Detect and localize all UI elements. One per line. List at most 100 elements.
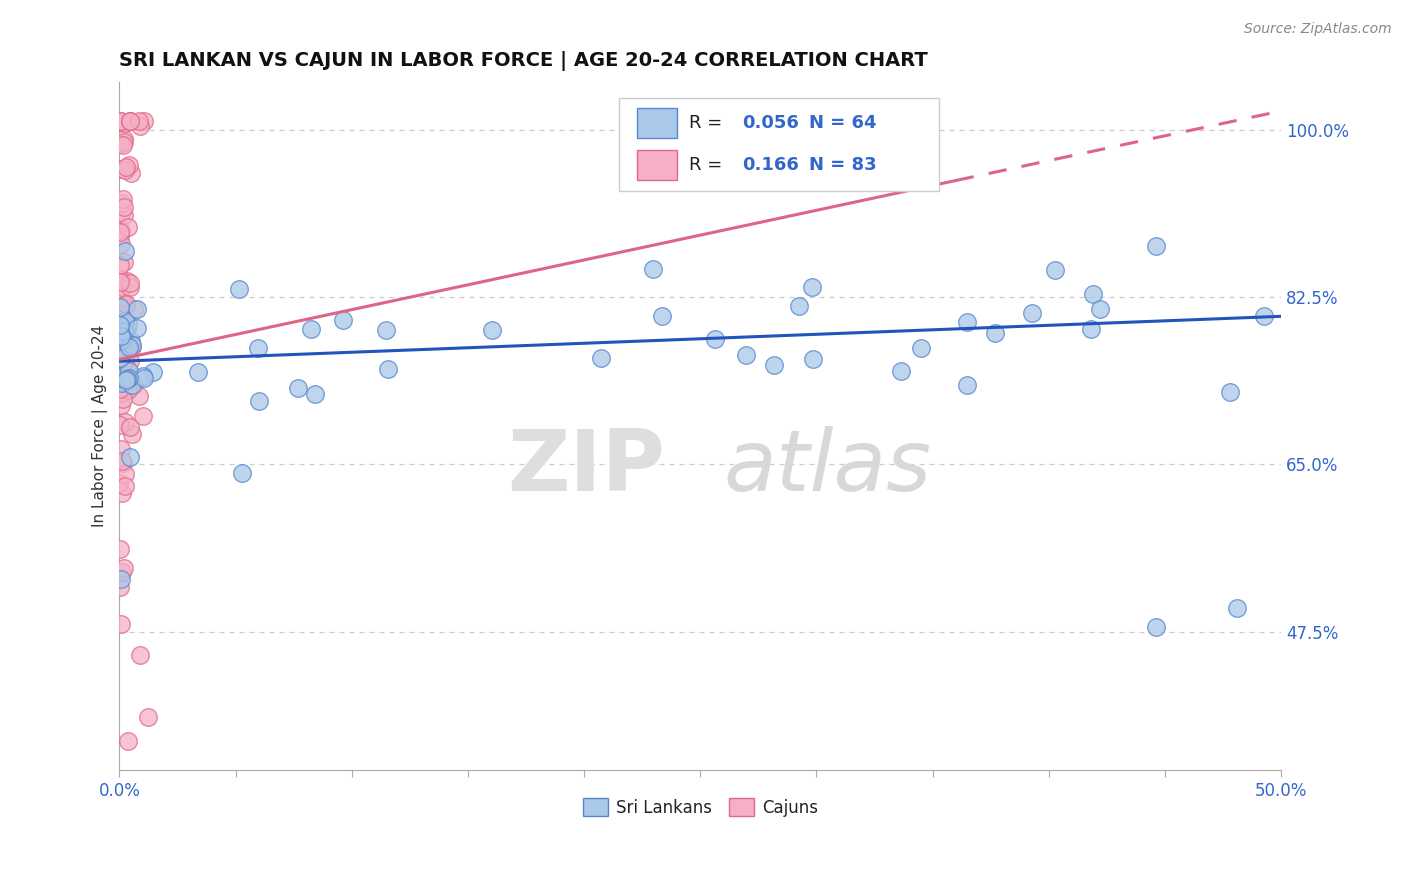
- Point: [118, 419, 141, 434]
- Point: [955, 315, 977, 329]
- Point: [1081, 287, 1104, 301]
- Point: [800, 280, 823, 294]
- Point: [117, 734, 139, 748]
- Point: [108, 258, 131, 272]
- Point: [132, 113, 155, 128]
- Point: [114, 334, 136, 349]
- Point: [111, 313, 134, 327]
- Point: [128, 648, 150, 662]
- Text: ZIP: ZIP: [508, 426, 665, 509]
- Text: atlas: atlas: [724, 426, 931, 509]
- Point: [115, 371, 138, 385]
- Point: [131, 368, 153, 383]
- Point: [112, 208, 135, 222]
- Point: [187, 365, 209, 379]
- Point: [110, 328, 132, 343]
- Point: [127, 320, 149, 334]
- Point: [111, 456, 134, 470]
- Point: [108, 382, 131, 396]
- Point: [108, 137, 131, 152]
- Point: [118, 340, 141, 354]
- Point: [132, 409, 155, 424]
- Point: [704, 332, 727, 346]
- Point: [110, 237, 132, 252]
- Point: [118, 371, 141, 385]
- Point: [115, 322, 138, 336]
- Point: [377, 362, 399, 376]
- Point: [114, 373, 136, 387]
- Point: [111, 334, 134, 348]
- Point: [108, 351, 131, 365]
- Point: [115, 296, 138, 310]
- Point: [762, 358, 785, 372]
- Point: [117, 274, 139, 288]
- Point: [787, 299, 810, 313]
- Point: [108, 275, 131, 289]
- Point: [735, 348, 758, 362]
- Point: [110, 325, 132, 339]
- Point: [332, 313, 354, 327]
- Point: [246, 341, 269, 355]
- Point: [118, 280, 141, 294]
- Point: [1226, 600, 1249, 615]
- Point: [120, 334, 142, 348]
- Point: [120, 277, 142, 291]
- Point: [128, 113, 150, 128]
- Point: [118, 158, 141, 172]
- Point: [111, 274, 134, 288]
- Point: [111, 376, 134, 390]
- Point: [114, 478, 136, 492]
- Point: [110, 351, 132, 365]
- Point: [110, 616, 132, 631]
- Point: [108, 327, 131, 342]
- Point: [114, 354, 136, 368]
- Point: [1253, 309, 1275, 323]
- Point: [111, 453, 134, 467]
- Point: [112, 324, 135, 338]
- Point: [112, 137, 135, 152]
- Point: [124, 377, 146, 392]
- Point: [287, 380, 309, 394]
- Point: [803, 351, 825, 366]
- Point: [108, 225, 131, 239]
- Point: [117, 318, 139, 332]
- Point: [117, 384, 139, 398]
- Point: [138, 710, 160, 724]
- Point: [108, 476, 131, 491]
- Point: [108, 275, 131, 289]
- Point: [110, 371, 132, 385]
- Point: [231, 466, 253, 480]
- Point: [110, 580, 132, 594]
- Point: [118, 364, 141, 378]
- Point: [142, 365, 165, 379]
- Text: SRI LANKAN VS CAJUN IN LABOR FORCE | AGE 20-24 CORRELATION CHART: SRI LANKAN VS CAJUN IN LABOR FORCE | AGE…: [120, 51, 928, 70]
- Point: [110, 290, 132, 304]
- Point: [112, 392, 135, 407]
- Point: [375, 323, 398, 337]
- Point: [114, 162, 136, 177]
- Point: [643, 262, 665, 277]
- Point: [110, 223, 132, 237]
- Point: [110, 398, 132, 412]
- Point: [1144, 620, 1167, 634]
- Point: [110, 113, 132, 128]
- Point: [114, 160, 136, 174]
- Point: [120, 166, 142, 180]
- Point: [890, 364, 912, 378]
- Point: [1043, 262, 1066, 277]
- Point: [110, 113, 132, 128]
- Point: [121, 378, 143, 392]
- Point: [112, 255, 135, 269]
- Point: [114, 314, 136, 328]
- Point: [118, 113, 141, 128]
- Point: [247, 393, 270, 408]
- Point: [110, 334, 132, 349]
- Point: [108, 318, 131, 332]
- Point: [122, 302, 145, 317]
- Point: [114, 467, 136, 482]
- Text: Source: ZipAtlas.com: Source: ZipAtlas.com: [1244, 22, 1392, 37]
- Point: [591, 351, 613, 365]
- Point: [114, 298, 136, 312]
- Point: [121, 338, 143, 352]
- Point: [108, 418, 131, 433]
